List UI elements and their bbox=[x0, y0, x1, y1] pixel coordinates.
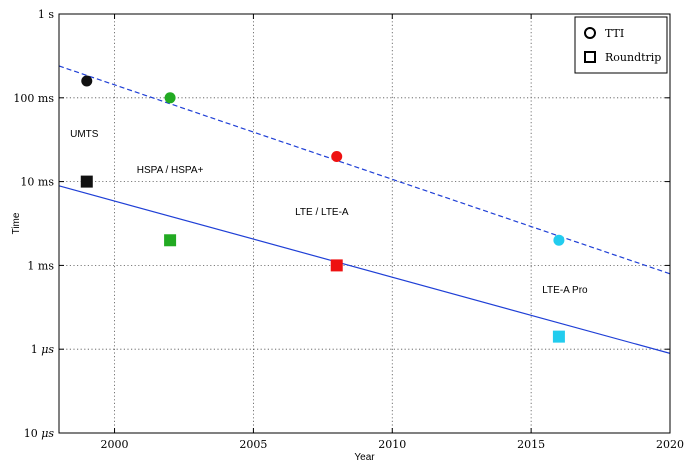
y-tick-label: 1 s bbox=[38, 8, 55, 21]
x-tick-label: 2015 bbox=[517, 438, 545, 451]
roundtrip-point-umts bbox=[80, 175, 93, 188]
axes-frame bbox=[58, 13, 671, 434]
tti-point-umts bbox=[81, 75, 93, 87]
y-tick-label: 100 ms bbox=[13, 92, 54, 105]
legend-label-roundtrip: Roundtrip bbox=[605, 51, 661, 64]
y-tick-label: 1 μs bbox=[31, 343, 55, 356]
y-axis-label: Time bbox=[11, 212, 22, 234]
x-tick-label: 2020 bbox=[656, 438, 684, 451]
y-tick-label: 10 μs bbox=[24, 427, 55, 440]
roundtrip-point-hspa-hspa bbox=[164, 234, 177, 247]
annotation-lte-a-pro: LTE-A Pro bbox=[542, 285, 588, 296]
trend-line-tti bbox=[58, 65, 671, 275]
y-tick-label: 10 ms bbox=[20, 176, 54, 189]
roundtrip-point-lte-lte-a bbox=[330, 259, 343, 272]
x-tick-label: 2000 bbox=[101, 438, 129, 451]
roundtrip-point-lte-a-pro bbox=[552, 330, 565, 343]
annotation-lte-lte-a: LTE / LTE-A bbox=[295, 207, 349, 218]
tti-point-lte-lte-a bbox=[331, 150, 343, 162]
x-axis-label: Year bbox=[354, 452, 375, 460]
legend-box bbox=[574, 16, 668, 74]
x-tick-label: 2010 bbox=[378, 438, 406, 451]
plot-area bbox=[59, 14, 670, 433]
y-tick-label: 1 ms bbox=[27, 259, 54, 272]
annotation-umts: UMTS bbox=[70, 129, 99, 140]
legend-square-marker bbox=[584, 51, 596, 63]
x-tick-label: 2005 bbox=[239, 438, 267, 451]
tti-point-lte-a-pro bbox=[553, 234, 565, 246]
annotation-hspa-hspa: HSPA / HSPA+ bbox=[137, 165, 204, 176]
legend-circle-marker bbox=[584, 27, 596, 39]
trend-line-roundtrip bbox=[58, 185, 671, 354]
legend-label-tti: TTI bbox=[605, 27, 624, 40]
tti-point-hspa-hspa bbox=[164, 92, 176, 104]
